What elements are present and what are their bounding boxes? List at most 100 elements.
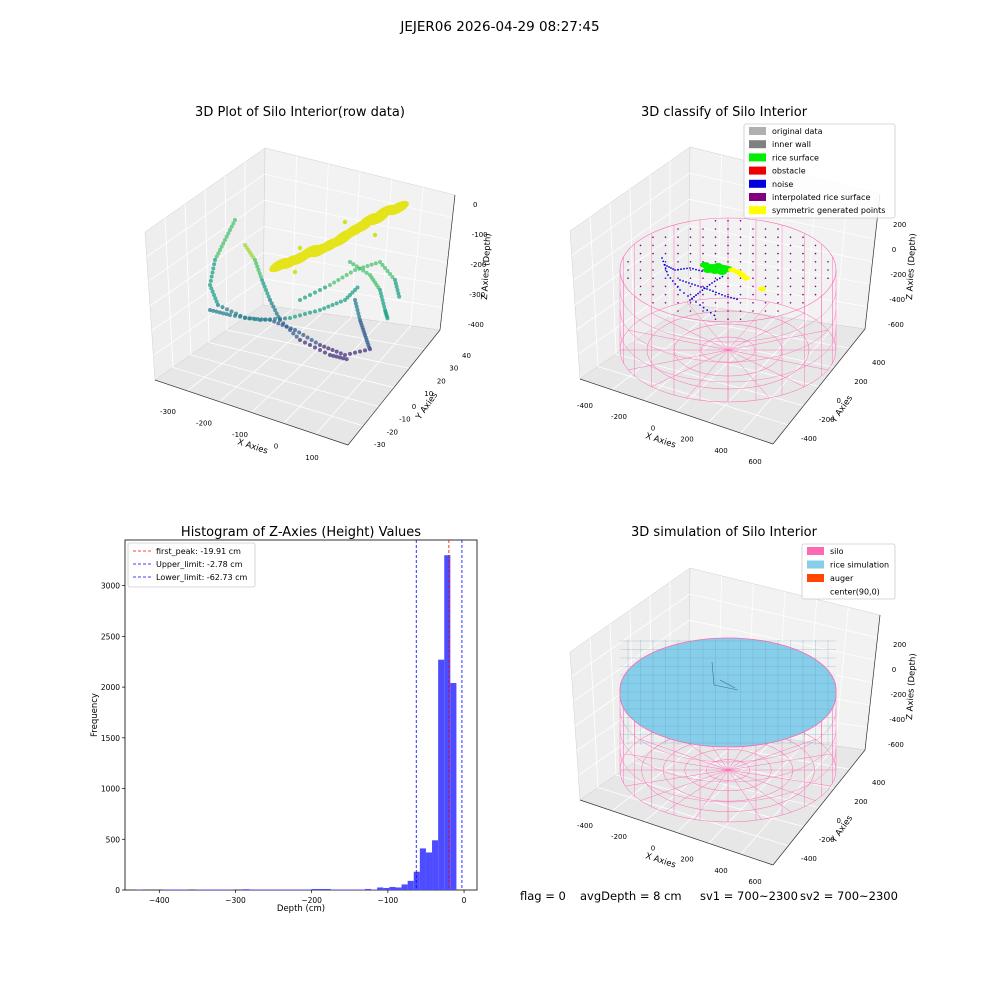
pane-back: [262, 147, 456, 331]
raw-data-point: [213, 258, 217, 262]
raw-data-point: [279, 254, 301, 270]
interpolated-rice-point: [652, 277, 654, 280]
interpolated-rice-point: [739, 285, 742, 288]
raw-data-point: [224, 234, 229, 239]
interpolated-rice-point: [764, 261, 767, 263]
classify-plot-y-label: Y Axies: [829, 393, 856, 425]
flag-status: flag = 0: [520, 889, 566, 903]
noise-point: [718, 277, 721, 280]
interpolated-rice-point: [764, 310, 767, 312]
legend-label: noise: [772, 180, 793, 189]
noise-point: [694, 284, 696, 286]
raw-data-point: [298, 338, 302, 342]
simulation-rice-surface: [619, 637, 837, 748]
interpolated-rice-point: [727, 220, 729, 222]
interpolated-rice-point: [789, 293, 792, 296]
raw-data-point: [334, 349, 339, 354]
raw-data-point: [283, 316, 287, 321]
silo-floor-spoke: [727, 739, 816, 771]
y-tick-label: 2500: [101, 632, 120, 641]
raw-data-point: [210, 289, 215, 294]
raw-data-point: [288, 316, 292, 320]
noise-point: [687, 295, 689, 297]
raw-data-point: [278, 318, 282, 322]
interpolated-rice-point: [789, 261, 792, 263]
legend-frame: [743, 123, 896, 219]
histogram-bar: [249, 889, 312, 890]
noise-point: [685, 281, 687, 283]
raw-data-point: [330, 303, 335, 307]
interpolated-rice-point: [814, 293, 817, 296]
y-tick-label: 3000: [101, 582, 120, 591]
interpolated-rice-point: [764, 277, 767, 280]
raw-data-point: [216, 251, 221, 256]
classify-silo-wireframe: [619, 217, 837, 403]
noise-point: [664, 264, 666, 266]
legend-swatch: [749, 140, 766, 149]
noise-point: [697, 292, 699, 295]
raw-plot-x-ticks: -300 -200 -100 0 100: [160, 408, 319, 462]
raw-data-point: [214, 309, 219, 314]
histogram-y-ticks: 0 500 1000 1500 2000 2500 3000: [101, 582, 125, 895]
interpolated-rice-point: [727, 302, 729, 304]
z-tick-label: -400: [889, 716, 905, 724]
interpolated-rice-point: [814, 277, 817, 280]
figure-suptitle: JEJER06 2026-04-29 08:27:45: [399, 19, 599, 35]
raw-data-point: [353, 301, 358, 306]
raw-data-point: [358, 266, 362, 271]
raw-data-point: [265, 291, 270, 296]
histogram-bar: [395, 887, 402, 890]
interpolated-rice-point: [739, 228, 742, 230]
x-tick-label: −300: [225, 896, 246, 905]
interpolated-rice-point: [702, 252, 704, 255]
raw-data-point: [298, 298, 302, 302]
interpolated-rice-point: [802, 252, 804, 255]
noise-point: [666, 265, 668, 267]
histogram-bar: [311, 888, 331, 890]
interpolated-rice-point: [764, 252, 767, 255]
silo-floor-spoke: [727, 769, 831, 787]
classify-plot: 3D classify of Silo Interior -400-200020…: [569, 105, 918, 466]
silo-floor-spoke: [727, 329, 828, 351]
noise-point: [716, 278, 719, 281]
x-axis-line: [154, 379, 349, 446]
noise-point: [697, 285, 699, 287]
interpolated-rice-point: [802, 244, 804, 247]
interpolated-rice-point: [777, 293, 779, 296]
raw-data-point: [308, 343, 312, 347]
histogram-bar: [365, 888, 372, 890]
legend-label: silo: [830, 547, 844, 556]
raw-data-point: [344, 273, 349, 277]
legend-swatch: [807, 560, 824, 569]
interpolated-rice-point: [714, 310, 717, 312]
histogram-bar: [243, 889, 250, 890]
interpolated-rice-point: [664, 277, 667, 280]
interpolated-rice-point: [639, 252, 642, 255]
raw-data-point: [353, 350, 357, 355]
silo-floor-spoke: [727, 769, 762, 820]
z-tick-label: -600: [888, 321, 904, 329]
raw-data-point: [256, 268, 261, 272]
interpolated-rice-point: [702, 302, 704, 304]
interpolated-rice-point: [777, 252, 779, 255]
interpolated-rice-point: [727, 310, 729, 312]
raw-data-point: [303, 340, 307, 345]
raw-data-point: [216, 303, 220, 307]
interpolated-rice-point: [702, 244, 704, 247]
raw-data-point: [298, 313, 302, 318]
legend-label: rice simulation: [830, 561, 889, 570]
raw-data-point: [367, 345, 372, 350]
y-tick-label: 0: [837, 817, 841, 825]
classify-plot-x-ticks: -400 -200 0 200 400 600: [577, 402, 762, 466]
interpolated-rice-point: [752, 277, 754, 280]
histogram-bar: [383, 887, 390, 890]
noise-point: [676, 286, 679, 288]
interpolated-rice-point: [777, 277, 779, 280]
interpolated-rice-point: [627, 261, 629, 263]
noise-point: [715, 291, 717, 294]
interpolated-rice-point: [739, 277, 742, 280]
x-axis-line: [579, 799, 774, 866]
noise-point: [695, 301, 697, 303]
interpolated-rice-point: [689, 277, 692, 280]
noise-point: [688, 282, 690, 284]
